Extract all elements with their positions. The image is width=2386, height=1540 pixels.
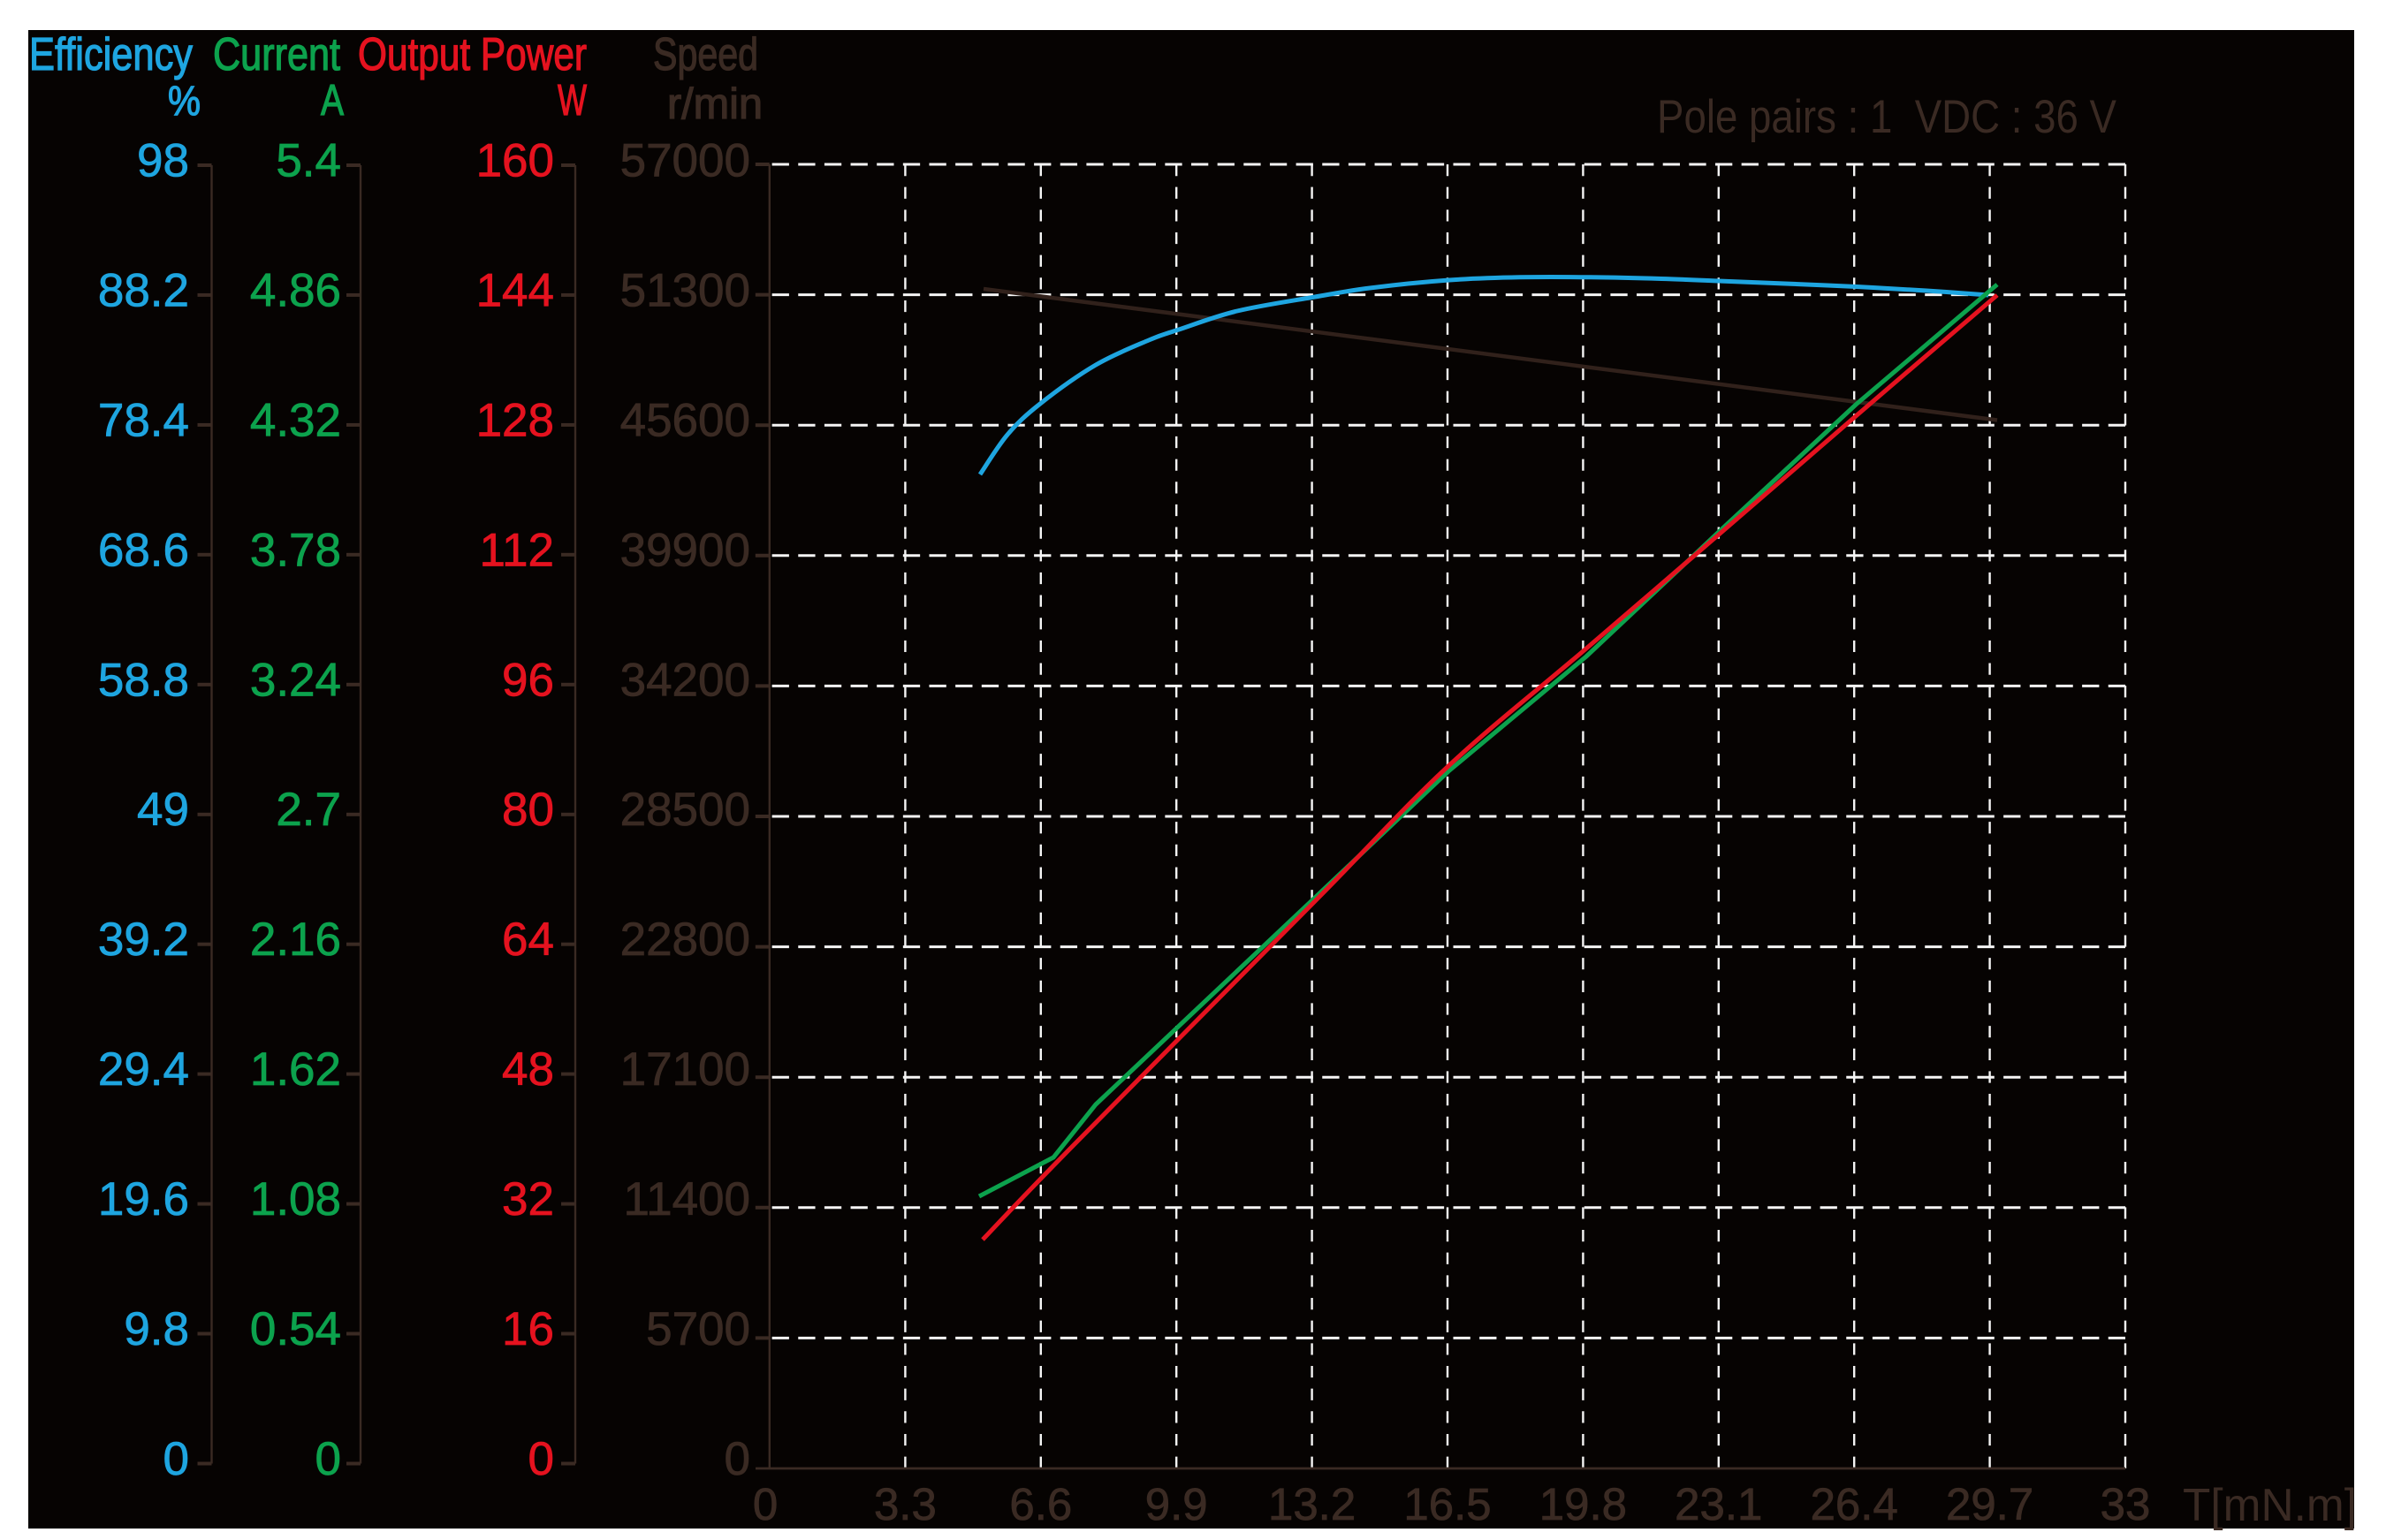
svg-text:78.4: 78.4 <box>98 394 189 446</box>
svg-text:26.4: 26.4 <box>1811 1479 1898 1529</box>
svg-text:33: 33 <box>2101 1479 2151 1529</box>
svg-text:3.3: 3.3 <box>874 1479 937 1529</box>
svg-text:128: 128 <box>476 394 554 446</box>
svg-text:57000: 57000 <box>620 135 750 187</box>
svg-text:48: 48 <box>502 1043 554 1096</box>
svg-text:16: 16 <box>502 1303 554 1355</box>
svg-text:Efficiency: Efficiency <box>29 29 193 80</box>
svg-text:16.5: 16.5 <box>1403 1479 1491 1529</box>
svg-text:9.8: 9.8 <box>124 1303 189 1355</box>
svg-text:17100: 17100 <box>620 1043 750 1096</box>
svg-text:3.24: 3.24 <box>250 654 341 706</box>
svg-text:13.2: 13.2 <box>1268 1479 1356 1529</box>
svg-text:45600: 45600 <box>620 394 750 446</box>
svg-text:0: 0 <box>753 1479 778 1529</box>
svg-text:51300: 51300 <box>620 264 750 316</box>
svg-text:0.54: 0.54 <box>250 1303 341 1355</box>
svg-text:1.62: 1.62 <box>250 1043 341 1096</box>
svg-text:6.6: 6.6 <box>1009 1479 1072 1529</box>
svg-text:22800: 22800 <box>620 914 750 966</box>
svg-text:112: 112 <box>480 524 555 576</box>
svg-text:4.86: 4.86 <box>250 264 341 316</box>
svg-text:T[mN.m]: T[mN.m] <box>2183 1480 2357 1531</box>
svg-text:98: 98 <box>137 135 189 187</box>
svg-text:Output Power: Output Power <box>358 29 587 80</box>
svg-text:Current: Current <box>213 29 340 80</box>
svg-text:29.4: 29.4 <box>98 1043 189 1096</box>
svg-text:9.9: 9.9 <box>1145 1479 1208 1529</box>
svg-text:28500: 28500 <box>620 784 750 836</box>
svg-text:W: W <box>558 77 588 125</box>
svg-text:39.2: 39.2 <box>98 914 189 966</box>
svg-text:4.32: 4.32 <box>250 394 341 446</box>
svg-text:Speed: Speed <box>653 29 758 80</box>
svg-text:32: 32 <box>502 1173 554 1225</box>
svg-text:64: 64 <box>502 914 554 966</box>
svg-text:%: % <box>168 77 201 124</box>
svg-text:39900: 39900 <box>620 524 750 576</box>
svg-text:96: 96 <box>502 654 554 706</box>
svg-text:r/min: r/min <box>667 80 763 128</box>
svg-text:160: 160 <box>476 135 554 187</box>
svg-text:19.6: 19.6 <box>98 1173 189 1225</box>
svg-text:11400: 11400 <box>624 1173 750 1225</box>
svg-text:58.8: 58.8 <box>98 654 189 706</box>
svg-text:68.6: 68.6 <box>98 524 189 576</box>
svg-text:0: 0 <box>528 1433 554 1485</box>
svg-text:19.8: 19.8 <box>1539 1479 1627 1529</box>
svg-text:29.7: 29.7 <box>1946 1479 2033 1529</box>
svg-text:80: 80 <box>502 784 554 836</box>
svg-text:49: 49 <box>137 784 189 836</box>
svg-text:0: 0 <box>163 1433 189 1485</box>
svg-text:1.08: 1.08 <box>250 1173 341 1225</box>
svg-text:A: A <box>321 77 344 125</box>
svg-text:2.16: 2.16 <box>250 914 341 966</box>
svg-text:5700: 5700 <box>646 1303 750 1355</box>
svg-text:3.78: 3.78 <box>250 524 341 576</box>
svg-text:2.7: 2.7 <box>276 784 341 836</box>
svg-text:0: 0 <box>315 1433 341 1485</box>
svg-text:23.1: 23.1 <box>1675 1479 1762 1529</box>
svg-text:88.2: 88.2 <box>98 264 189 316</box>
svg-text:5.4: 5.4 <box>276 135 341 187</box>
svg-text:Pole pairs : 1 VDC : 36 V: Pole pairs : 1 VDC : 36 V <box>1657 91 2117 143</box>
svg-text:0: 0 <box>725 1433 750 1485</box>
svg-text:144: 144 <box>476 264 554 316</box>
svg-text:34200: 34200 <box>620 654 750 706</box>
